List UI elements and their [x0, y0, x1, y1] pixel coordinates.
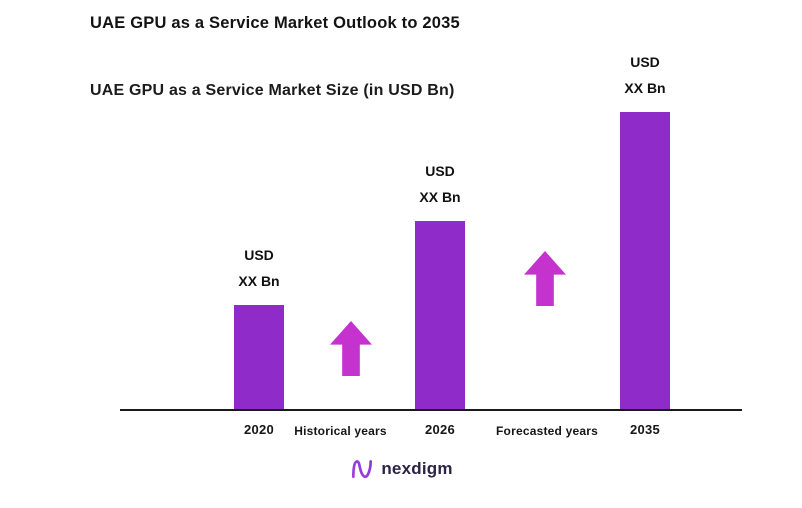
x-label-2035: 2035: [629, 422, 661, 437]
chart-title: UAE GPU as a Service Market Outlook to 2…: [90, 14, 460, 32]
bar-value-line2: XX Bn: [624, 80, 666, 96]
bar-group-2026: USD XX Bn: [415, 158, 465, 410]
bar-value-line1: USD: [425, 163, 455, 179]
bar-value-line1: USD: [630, 54, 660, 70]
bar-value-line2: XX Bn: [238, 273, 280, 289]
brand-name: nexdigm: [381, 459, 453, 478]
x-axis-line: [120, 409, 742, 411]
bar-rect-2020: [234, 305, 284, 410]
period-label-forecasted: Forecasted years: [496, 424, 598, 438]
x-label-2026: 2026: [424, 422, 456, 437]
bar-group-2020: USD XX Bn: [234, 242, 284, 410]
bar-value-line2: XX Bn: [419, 189, 461, 205]
bar-rect-2035: [620, 112, 670, 410]
x-label-2020: 2020: [243, 422, 275, 437]
nexdigm-logo-icon: [352, 460, 373, 479]
chart-subtitle: UAE GPU as a Service Market Size (in USD…: [90, 82, 455, 99]
bar-value-label-2035: USD XX Bn: [624, 49, 665, 101]
bar-group-2035: USD XX Bn: [620, 49, 670, 410]
bar-rect-2026: [415, 221, 465, 410]
up-arrow-icon: [330, 321, 372, 376]
period-label-historical: Historical years: [294, 424, 387, 438]
bar-value-label-2026: USD XX Bn: [419, 158, 460, 210]
bar-value-label-2020: USD XX Bn: [238, 242, 279, 294]
brand-footer: nexdigm: [0, 456, 802, 482]
up-arrow-icon: [524, 251, 566, 306]
bar-value-line1: USD: [244, 247, 274, 263]
